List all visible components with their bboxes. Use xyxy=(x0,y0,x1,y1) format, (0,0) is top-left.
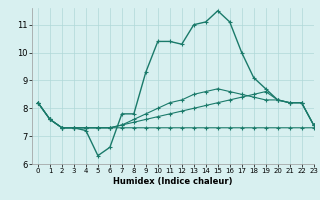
X-axis label: Humidex (Indice chaleur): Humidex (Indice chaleur) xyxy=(113,177,233,186)
